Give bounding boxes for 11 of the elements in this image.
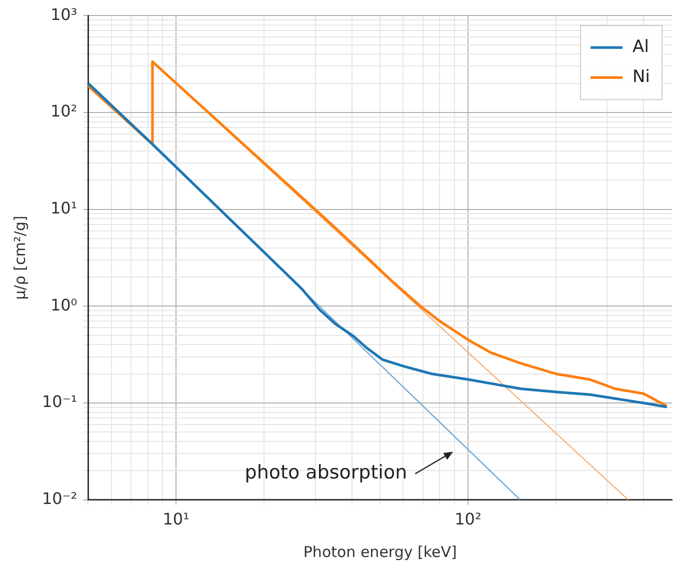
y-tick-label: 10⁻² xyxy=(42,488,78,508)
y-tick-label: 10² xyxy=(50,102,78,121)
x-axis-title: Photon energy [keV] xyxy=(303,542,457,561)
y-tick-label: 10⁰ xyxy=(50,295,78,314)
y-tick-label: 10³ xyxy=(50,4,78,24)
y-tick-label: 10¹ xyxy=(50,198,78,218)
y-axis-title: μ/ρ [cm²/g] xyxy=(10,216,29,300)
annotation: photo absorption xyxy=(244,462,408,484)
y-tick-label: 10⁻¹ xyxy=(42,392,78,412)
legend-label: Ni xyxy=(632,67,650,88)
legend-label: Al xyxy=(632,37,649,58)
